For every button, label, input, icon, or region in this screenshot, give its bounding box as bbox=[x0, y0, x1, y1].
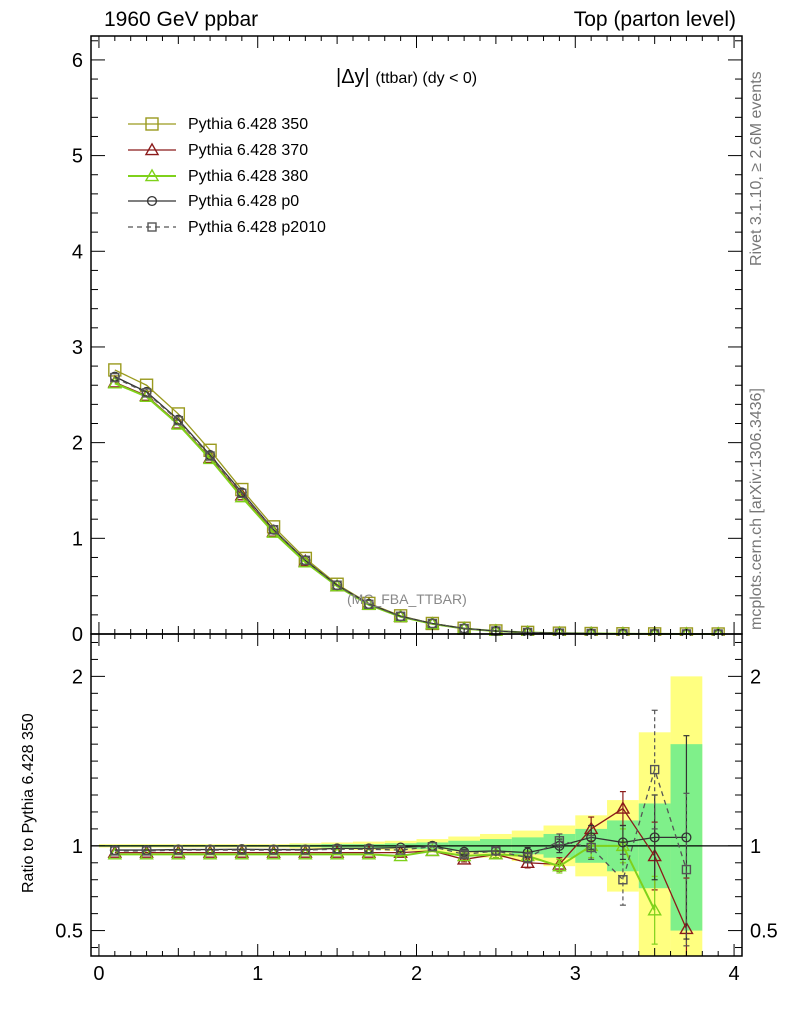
ratio-uncertainty-bands bbox=[98, 676, 703, 956]
main-data-point bbox=[203, 443, 217, 457]
y-tick-label: 4 bbox=[72, 241, 83, 263]
ratio-data-point bbox=[364, 844, 374, 854]
main-data-point bbox=[141, 388, 152, 398]
ratio-series-line bbox=[114, 844, 656, 911]
ratio-data-point bbox=[552, 858, 567, 872]
main-data-point bbox=[681, 626, 692, 636]
main-data-point bbox=[110, 372, 120, 383]
main-data-point bbox=[364, 599, 374, 610]
main-data-point bbox=[329, 578, 345, 592]
ratio-data-point bbox=[586, 832, 597, 843]
plot-title: |Δy| (ttbar) (dy < 0) bbox=[336, 66, 477, 89]
y-tick-label: 2 bbox=[72, 433, 83, 455]
plot-title-main: |Δy| bbox=[336, 66, 370, 88]
ratio-y-axis-label: Ratio to Pythia 6.428 350 bbox=[20, 713, 37, 893]
ratio-data-point bbox=[459, 849, 469, 860]
ratio-data-point bbox=[300, 845, 311, 855]
legend-marker bbox=[147, 222, 157, 232]
main-data-point bbox=[395, 611, 406, 621]
legend-label-380: Pythia 6.428 380 bbox=[188, 168, 309, 185]
main-data-point bbox=[522, 627, 533, 636]
ratio-data-point bbox=[681, 832, 692, 843]
ratio-y-tick-label: 0.5 bbox=[55, 921, 83, 943]
legend-label-350: Pythia 6.428 350 bbox=[188, 116, 309, 133]
ratio-data-point bbox=[332, 844, 342, 854]
main-data-point bbox=[361, 597, 377, 611]
ratio-data-point bbox=[395, 845, 406, 855]
ratio-data-point bbox=[202, 845, 218, 858]
ratio-y-tick-label: 0.5 bbox=[750, 921, 778, 943]
legend-label-p2010: Pythia 6.428 p2010 bbox=[188, 219, 326, 236]
ratio-data-point bbox=[173, 845, 184, 855]
ratio-data-point bbox=[139, 845, 154, 858]
ratio-data-point bbox=[393, 845, 408, 858]
ratio-data-point bbox=[268, 845, 279, 855]
ratio-data-point bbox=[617, 837, 628, 848]
analysis-watermark: (MC_FBA_TTBAR) bbox=[347, 591, 467, 607]
ratio-data-point bbox=[618, 875, 628, 885]
main-data-point bbox=[268, 525, 279, 535]
legend-marker bbox=[145, 117, 159, 131]
y-tick-label: 6 bbox=[72, 50, 83, 72]
plot-title-suffix: (ttbar) (dy < 0) bbox=[375, 70, 478, 87]
y-tick-label: 0 bbox=[72, 624, 83, 646]
ratio-data-point bbox=[298, 845, 313, 858]
main-data-point bbox=[205, 451, 215, 461]
legend-marker bbox=[144, 142, 160, 156]
main-data-point bbox=[649, 626, 661, 636]
ratio-data-point bbox=[107, 845, 123, 858]
header-right: Top (parton level) bbox=[573, 8, 736, 31]
ratio-data-point bbox=[649, 832, 660, 843]
main-data-point bbox=[237, 488, 247, 499]
ratio-data-point bbox=[522, 853, 533, 863]
ratio-data-point bbox=[205, 845, 215, 855]
y-tick-label: 5 bbox=[72, 146, 83, 168]
ratio-data-point bbox=[393, 848, 408, 862]
ratio-data-point bbox=[649, 764, 660, 775]
x-tick-label: 4 bbox=[728, 963, 739, 985]
ratio-data-point bbox=[110, 846, 120, 856]
main-data-point bbox=[298, 554, 313, 568]
x-tick-label: 2 bbox=[411, 963, 422, 985]
header-left: 1960 GeV ppbar bbox=[104, 8, 259, 31]
main-data-point bbox=[300, 555, 311, 566]
ratio-data-point bbox=[554, 836, 565, 846]
ratio-data-point bbox=[237, 845, 247, 855]
x-tick-label: 0 bbox=[93, 963, 104, 985]
main-data-point bbox=[585, 626, 597, 636]
main-data-point bbox=[427, 618, 438, 629]
ratio-y-tick-label: 1 bbox=[72, 836, 83, 858]
ratio-series-group bbox=[107, 709, 694, 956]
ratio-y-tick-label: 2 bbox=[750, 666, 761, 688]
legend-label-370: Pythia 6.428 370 bbox=[188, 142, 309, 159]
main-data-point bbox=[712, 626, 724, 636]
ratio-data-point bbox=[427, 841, 438, 852]
ratio-data-point bbox=[266, 845, 281, 858]
y-tick-label: 1 bbox=[72, 528, 83, 550]
rivet-version-label: Rivet 3.1.10, ≥ 2.6M events bbox=[748, 71, 765, 266]
main-data-point bbox=[617, 626, 629, 636]
ratio-data-point bbox=[681, 864, 692, 875]
legend-label-p0: Pythia 6.428 p0 bbox=[188, 193, 300, 210]
ratio-y-tick-label: 2 bbox=[72, 666, 83, 688]
ratio-data-point bbox=[586, 842, 596, 853]
y-tick-label: 3 bbox=[72, 337, 83, 359]
main-data-point bbox=[107, 375, 123, 389]
ratio-data-point bbox=[141, 846, 152, 856]
ratio-data-point bbox=[171, 845, 186, 858]
ratio-data-point bbox=[491, 846, 501, 856]
x-tick-label: 1 bbox=[252, 963, 263, 985]
legend-marker bbox=[146, 195, 158, 207]
x-tick-label: 3 bbox=[570, 963, 581, 985]
ratio-y-tick-label: 1 bbox=[750, 836, 761, 858]
mcplots-reference-label: mcplots.cern.ch [arXiv:1306.3436] bbox=[748, 388, 765, 630]
main-data-point bbox=[173, 415, 184, 426]
ratio-data-point bbox=[615, 801, 631, 814]
legend-marker bbox=[144, 168, 160, 182]
main-data-point bbox=[332, 580, 342, 590]
ratio-data-point bbox=[647, 902, 662, 916]
